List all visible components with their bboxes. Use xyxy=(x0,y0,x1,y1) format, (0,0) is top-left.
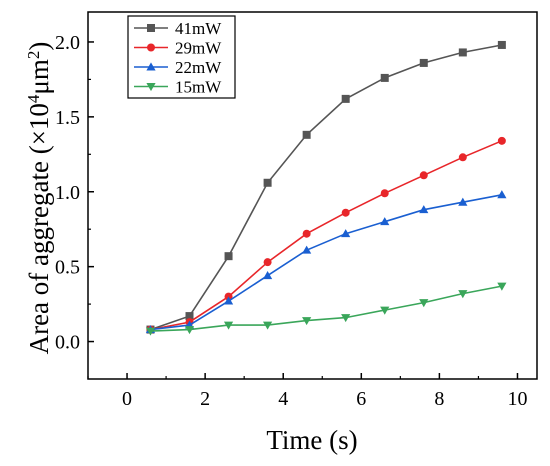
data-point xyxy=(419,299,429,308)
data-point xyxy=(380,217,390,226)
y-tick-label: 0.0 xyxy=(55,332,80,354)
data-point xyxy=(146,83,156,92)
data-point xyxy=(223,321,234,330)
axis-tick-labels: 0 2 4 6 8 10 0.0 0.5 1.0 1.5 2.0 xyxy=(55,32,527,410)
x-tick-label: 10 xyxy=(507,388,527,410)
data-point xyxy=(341,229,351,238)
data-point xyxy=(380,306,390,315)
x-tick-label: 6 xyxy=(356,388,366,410)
legend-item: 41mW xyxy=(134,19,222,38)
y-tick-label: 1.0 xyxy=(55,182,80,204)
y-tick-label: 1.5 xyxy=(55,107,80,129)
data-point xyxy=(223,296,234,305)
axis-ticks xyxy=(87,41,519,379)
y-axis-title-unit-exp: 2 xyxy=(24,51,43,60)
series-29mW xyxy=(146,136,506,334)
x-axis-title: Time (s) xyxy=(266,425,357,455)
data-point xyxy=(145,327,156,336)
data-point xyxy=(341,314,351,323)
x-tick-label: 8 xyxy=(434,388,444,410)
series-line xyxy=(150,285,503,332)
data-point xyxy=(341,94,350,103)
data-point xyxy=(458,153,467,162)
legend-label: 29mW xyxy=(175,39,222,58)
legend-item: 22mW xyxy=(134,58,222,77)
data-point xyxy=(302,317,312,326)
data-point xyxy=(380,73,389,82)
legend-label: 22mW xyxy=(175,58,222,77)
data-point xyxy=(147,43,155,52)
legend-label: 41mW xyxy=(175,19,222,38)
data-point xyxy=(341,208,350,217)
series-22mW xyxy=(145,190,507,334)
data-point xyxy=(263,321,273,330)
y-axis-title-unit: μm xyxy=(24,59,54,94)
data-point xyxy=(497,40,506,49)
data-point xyxy=(146,62,156,71)
series-line xyxy=(150,194,503,331)
series-41mW xyxy=(146,40,506,334)
y-axis-title: Area of aggregate (×104μm2) xyxy=(24,42,55,355)
y-axis-title-close: ) xyxy=(24,42,54,51)
data-point xyxy=(263,271,273,280)
data-point xyxy=(419,58,428,67)
data-point xyxy=(302,229,311,238)
x-tick-label: 4 xyxy=(278,388,288,410)
data-point xyxy=(302,245,312,254)
series-15mW xyxy=(145,282,507,336)
data-point xyxy=(458,48,467,57)
y-axis-title-exp: 4 xyxy=(24,94,43,103)
data-point xyxy=(458,290,468,299)
data-point xyxy=(224,252,233,261)
y-tick-label: 0.5 xyxy=(55,257,80,279)
legend-item: 15mW xyxy=(134,78,222,97)
x-tick-label: 2 xyxy=(200,388,210,410)
legend-box xyxy=(127,15,236,99)
data-point xyxy=(458,197,468,206)
data-point xyxy=(184,326,195,335)
legend-label: 15mW xyxy=(175,78,222,97)
data-point xyxy=(302,130,311,139)
data-point xyxy=(380,189,389,198)
series-line xyxy=(150,44,503,331)
plot-border xyxy=(87,11,538,380)
series-line xyxy=(150,140,503,331)
data-point xyxy=(497,136,506,145)
y-tick-label: 2.0 xyxy=(55,32,80,54)
data-point xyxy=(263,258,272,267)
data-point xyxy=(147,24,155,32)
data-point xyxy=(497,190,507,199)
data-point xyxy=(497,282,507,291)
data-point xyxy=(419,205,429,214)
data-point xyxy=(263,178,272,187)
legend-item: 29mW xyxy=(134,39,222,58)
data-point xyxy=(419,171,428,180)
plot-frame xyxy=(87,11,538,380)
y-axis-title-main: Area of aggregate (×10 xyxy=(24,103,54,354)
x-tick-label: 0 xyxy=(122,388,132,410)
data-series xyxy=(145,40,507,336)
data-point xyxy=(185,312,194,321)
